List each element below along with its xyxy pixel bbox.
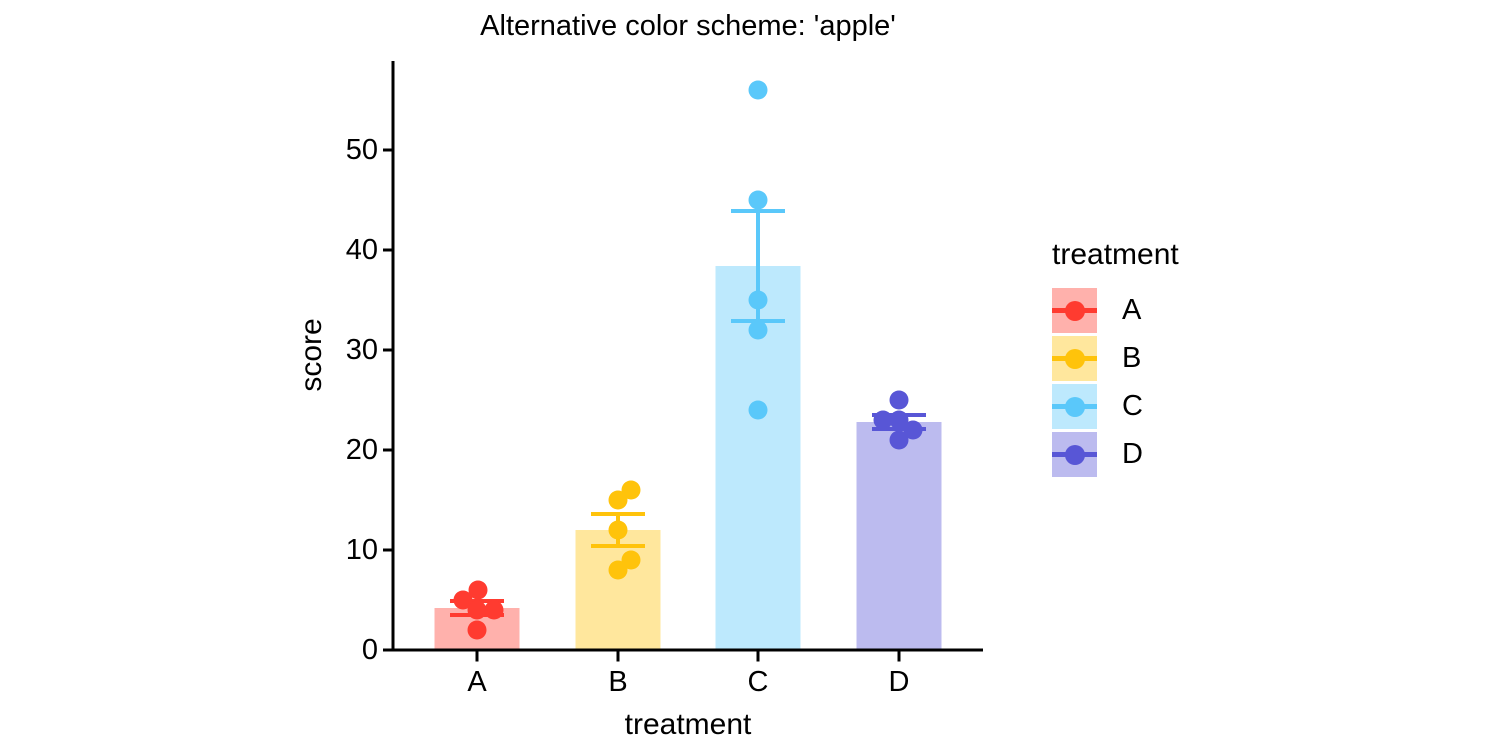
point-B-2 — [608, 490, 628, 510]
point-D-2 — [873, 410, 893, 430]
y-tick-label-30: 30 — [345, 334, 378, 366]
bar-B — [575, 530, 661, 650]
point-B-3 — [608, 520, 628, 540]
x-tick-label-D: D — [888, 666, 910, 698]
legend-keydot-D — [1064, 444, 1085, 465]
point-C-4 — [748, 320, 768, 340]
y-tick-label-0: 0 — [361, 634, 378, 666]
y-tick-label-10: 10 — [345, 534, 378, 566]
chart-title: Alternative color scheme: 'apple' — [480, 10, 896, 42]
point-D-5 — [889, 430, 909, 450]
point-C-3 — [748, 290, 768, 310]
legend-label-D: D — [1122, 438, 1143, 470]
point-D-1 — [889, 390, 909, 410]
legend-label-B: B — [1122, 342, 1142, 374]
legend-keydot-C — [1064, 396, 1085, 417]
legend-key-B — [1052, 336, 1097, 381]
bar-D — [856, 422, 942, 650]
legend-key-C — [1052, 384, 1097, 429]
y-tick-label-50: 50 — [345, 134, 378, 166]
legend-label-A: A — [1122, 294, 1142, 326]
point-C-1 — [748, 80, 768, 100]
legend-key-A — [1052, 288, 1097, 333]
point-B-5 — [608, 560, 628, 580]
point-A-5 — [467, 620, 487, 640]
point-A-2 — [453, 590, 473, 610]
legend-keydot-A — [1064, 300, 1085, 321]
point-C-2 — [748, 190, 768, 210]
point-C-5 — [748, 400, 768, 420]
point-B-1 — [621, 480, 641, 500]
x-tick-label-B: B — [608, 666, 628, 698]
point-B-4 — [621, 550, 641, 570]
point-D-3 — [889, 410, 909, 430]
point-A-4 — [484, 600, 504, 620]
legend-title: treatment — [1052, 238, 1179, 271]
legend-key-D — [1052, 432, 1097, 477]
legend-label-C: C — [1122, 390, 1143, 422]
y-tick-label-40: 40 — [345, 234, 378, 266]
x-tick-label-A: A — [467, 666, 487, 698]
legend-keydot-B — [1064, 348, 1085, 369]
x-tick-label-C: C — [747, 666, 769, 698]
point-A-3 — [467, 600, 487, 620]
x-axis-title: treatment — [624, 708, 752, 741]
point-D-4 — [903, 420, 923, 440]
y-tick-label-20: 20 — [345, 434, 378, 466]
point-A-1 — [468, 580, 488, 600]
